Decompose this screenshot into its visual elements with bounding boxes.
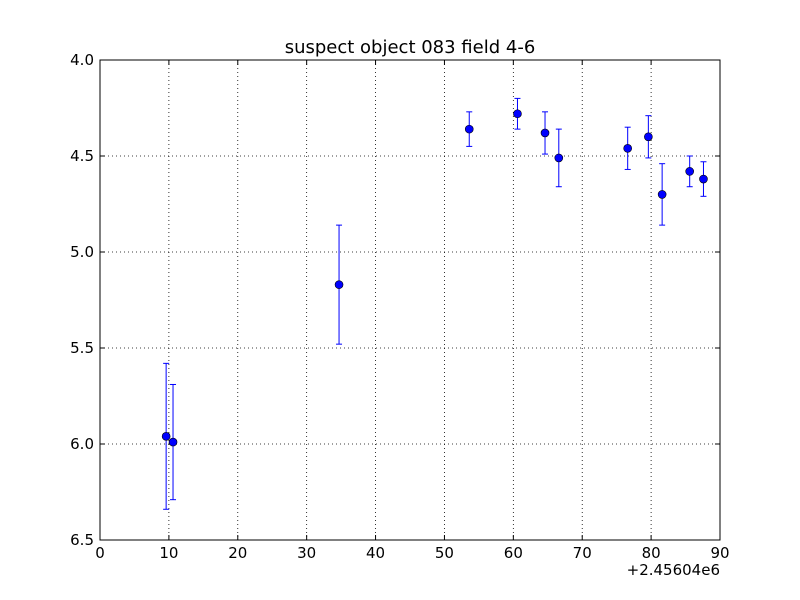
x-tick-label: 0 bbox=[95, 544, 105, 562]
x-tick-label: 30 bbox=[297, 544, 316, 562]
x-tick-label: 60 bbox=[504, 544, 523, 562]
plot-frame bbox=[99, 59, 721, 541]
x-tick-label: 50 bbox=[435, 544, 454, 562]
data-point bbox=[540, 128, 550, 138]
y-tick-label: 6.5 bbox=[70, 531, 94, 549]
x-tick-label: 10 bbox=[159, 544, 178, 562]
y-tick-label: 4.5 bbox=[70, 147, 94, 165]
data-point bbox=[657, 190, 667, 199]
x-tick-label: 70 bbox=[573, 544, 592, 562]
x-tick-label: 80 bbox=[642, 544, 661, 562]
x-tick-label: 20 bbox=[228, 544, 247, 562]
data-point bbox=[161, 432, 171, 441]
x-offset-label: +2.45604e6 bbox=[627, 561, 720, 579]
data-point bbox=[334, 280, 344, 289]
data-point bbox=[168, 437, 178, 447]
data-point bbox=[685, 167, 694, 176]
data-point bbox=[554, 153, 564, 163]
data-point bbox=[644, 132, 653, 142]
y-tick-label: 4.0 bbox=[70, 51, 94, 69]
plot-area bbox=[100, 60, 720, 540]
x-tick-label: 90 bbox=[710, 544, 729, 562]
y-tick-label: 5.0 bbox=[70, 243, 94, 261]
data-point bbox=[699, 174, 708, 184]
y-tick-label: 5.5 bbox=[70, 339, 94, 357]
data-points bbox=[161, 109, 708, 447]
chart-title: suspect object 083 field 4-6 bbox=[285, 37, 536, 58]
axis-ticks bbox=[99, 59, 721, 541]
data-point bbox=[464, 124, 474, 134]
data-point bbox=[623, 144, 632, 153]
y-tick-labels: 4.0 4.5 5.0 5.5 6.0 6.5 bbox=[70, 51, 94, 549]
x-tick-label: 40 bbox=[366, 544, 385, 562]
x-tick-labels: 0 10 20 30 40 50 60 70 80 90 bbox=[95, 544, 729, 562]
y-tick-label: 6.0 bbox=[70, 435, 94, 453]
data-point bbox=[513, 109, 522, 119]
